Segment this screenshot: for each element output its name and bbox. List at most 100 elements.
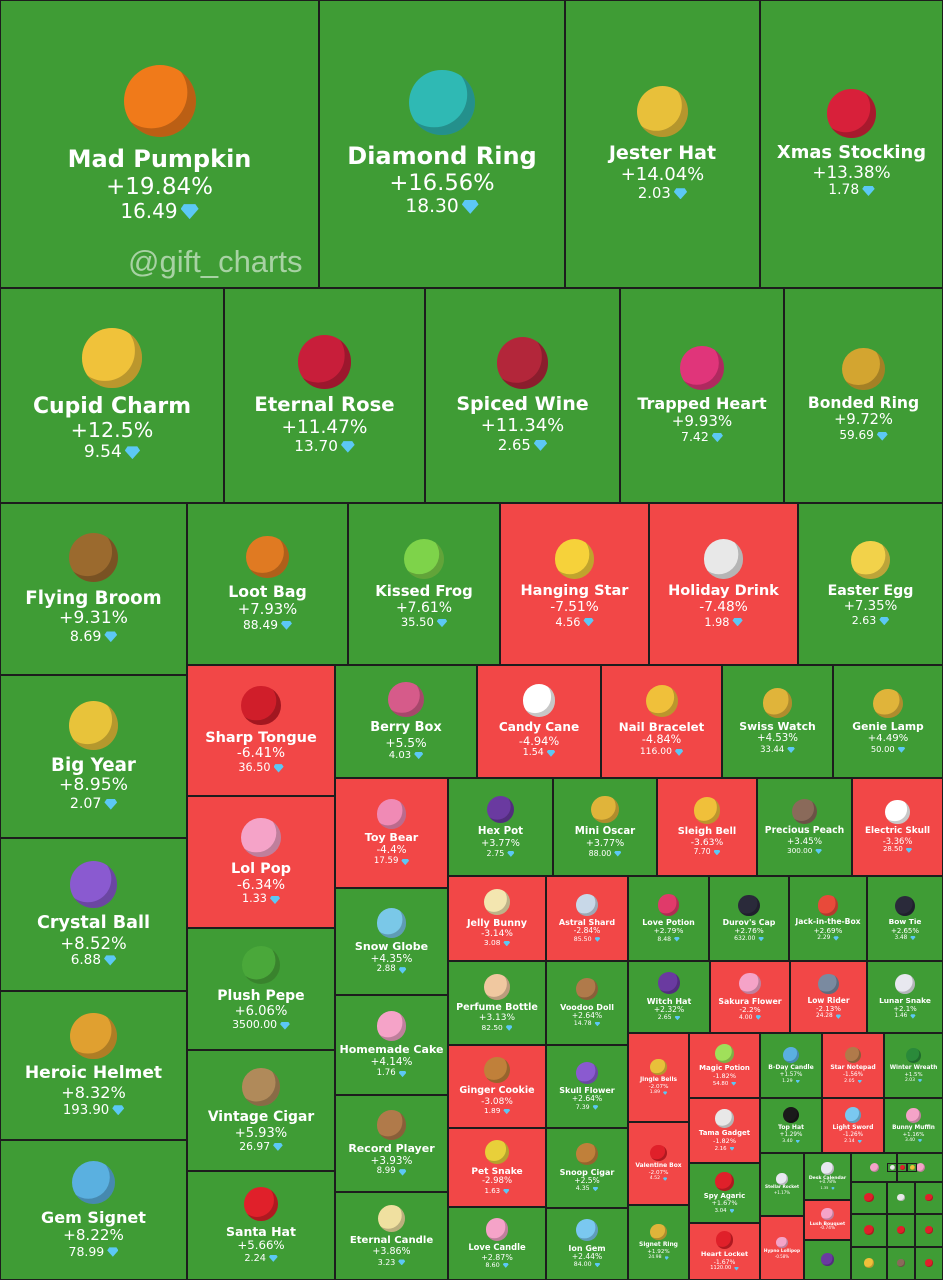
tile-candy-cane[interactable]: Candy Cane -4.94% 1.54 xyxy=(477,665,601,778)
tile-jelly-bunny[interactable]: Jelly Bunny -3.14% 3.08 xyxy=(448,876,546,961)
tile-lush-bouquet[interactable]: Lush Bouquet -0.74% xyxy=(804,1200,851,1240)
tile-love-candle[interactable]: Love Candle +2.87% 8.60 xyxy=(448,1207,546,1280)
tile-jingle-bells[interactable]: Jingle Bells -2.07% 1.89 xyxy=(628,1033,689,1122)
tile-low-rider[interactable]: Low Rider -2.13% 24.28 xyxy=(790,961,867,1033)
tile-diamond-ring[interactable]: Diamond Ring +16.56% 18.30 xyxy=(319,0,565,288)
tile-hypno-lollipop[interactable]: Hypno Lollipop -0.58% xyxy=(760,1216,804,1280)
tile-plush-pepe[interactable]: Plush Pepe +6.06% 3500.00 xyxy=(187,928,335,1050)
tile-swiss-watch[interactable]: Swiss Watch +4.53% 33.44 xyxy=(722,665,833,778)
tile-tama-gadget[interactable]: Tama Gadget -1.82% 2.16 xyxy=(689,1098,760,1163)
tile-skull-flower[interactable]: Skull Flower +2.64% 7.39 xyxy=(546,1045,628,1128)
ring-box-icon xyxy=(409,70,475,136)
tile-sleigh-bell[interactable]: Sleigh Bell -3.63% 7.70 xyxy=(657,778,757,876)
tile-sharp-tongue[interactable]: Sharp Tongue -6.41% 36.50 xyxy=(187,665,335,796)
tile-santa-hat[interactable]: Santa Hat +5.66% 2.24 xyxy=(187,1171,335,1280)
tile-mini-79[interactable] xyxy=(804,1240,851,1280)
tile-toy-bear[interactable]: Toy Bear -4.4% 17.59 xyxy=(335,778,448,888)
item-price-row: 1.29 xyxy=(782,1079,800,1084)
tile-loot-bag[interactable]: Loot Bag +7.93% 88.49 xyxy=(187,503,348,665)
tile-mini-oscar[interactable]: Mini Oscar +3.77% 88.00 xyxy=(553,778,657,876)
tile-witch-hat[interactable]: Witch Hat +2.32% 2.65 xyxy=(628,961,710,1033)
tile-mini-78[interactable] xyxy=(915,1182,943,1214)
tile-voodoo-doll[interactable]: Voodoo Doll +2.64% 14.78 xyxy=(546,961,628,1045)
item-price-row: 3.08 xyxy=(484,939,511,948)
tile-cupid-charm[interactable]: Cupid Charm +12.5% 9.54 xyxy=(0,288,224,503)
tile-mini-81[interactable] xyxy=(887,1214,915,1247)
tile-easter-egg[interactable]: Easter Egg +7.35% 2.63 xyxy=(798,503,943,665)
tile-mini-83[interactable] xyxy=(851,1247,887,1280)
tile-mini-80[interactable] xyxy=(851,1214,887,1247)
tile-desk-calendar[interactable]: Desk Calendar +0.78% 1.35 xyxy=(804,1153,851,1200)
tile-heart-locket[interactable]: Heart Locket -1.67% 1120.00 xyxy=(689,1223,760,1280)
tile-winter-wreath[interactable]: Winter Wreath +1.5% 2.03 xyxy=(884,1033,943,1098)
tile-sakura-flower[interactable]: Sakura Flower -2.2% 4.00 xyxy=(710,961,790,1033)
tile-electric-skull[interactable]: Electric Skull -3.36% 28.50 xyxy=(852,778,943,876)
tile-star-notepad[interactable]: Star Notepad -1.56% 2.05 xyxy=(822,1033,884,1098)
item-change: +3.77% xyxy=(585,838,625,850)
tile-mini-76[interactable] xyxy=(851,1182,887,1214)
tile-love-potion[interactable]: Love Potion +2.79% 8.48 xyxy=(628,876,709,961)
item-price-row: 88.49 xyxy=(243,618,292,632)
tile-bow-tie[interactable]: Bow Tie +2.65% 3.48 xyxy=(867,876,943,961)
tile-snow-globe[interactable]: Snow Globe +4.35% 2.88 xyxy=(335,888,448,995)
tile-mad-pumpkin[interactable]: Mad Pumpkin +19.84% 16.49 xyxy=(0,0,319,288)
tile-perfume-bottle[interactable]: Perfume Bottle +3.13% 82.50 xyxy=(448,961,546,1045)
diamond-icon xyxy=(503,1108,511,1115)
tile-spiced-wine[interactable]: Spiced Wine +11.34% 2.65 xyxy=(425,288,620,503)
item-name: Hanging Star xyxy=(520,582,629,600)
tile-precious-peach[interactable]: Precious Peach +3.45% 300.00 xyxy=(757,778,852,876)
tile-ginger-cookie[interactable]: Ginger Cookie -3.08% 1.89 xyxy=(448,1045,546,1128)
tile-hex-pot[interactable]: Hex Pot +3.77% 2.75 xyxy=(448,778,553,876)
sakura-icon xyxy=(739,973,761,995)
tile-mini-85[interactable] xyxy=(915,1247,943,1280)
tile-magic-potion[interactable]: Magic Potion -1.82% 54.80 xyxy=(689,1033,760,1098)
tile-ion-gem[interactable]: Ion Gem +2.44% 84.00 xyxy=(546,1208,628,1280)
tile-bonded-ring[interactable]: Bonded Ring +9.72% 59.69 xyxy=(784,288,943,503)
tile-signet-ring[interactable]: Signet Ring +1.92% 24.98 xyxy=(628,1205,689,1280)
tile-light-sword[interactable]: Light Sword -1.26% 2.14 xyxy=(822,1098,884,1153)
watch-icon xyxy=(762,688,793,718)
tile-bunny-muffin[interactable]: Bunny Muffin +1.16% 3.40 xyxy=(884,1098,943,1153)
tile-flying-broom[interactable]: Flying Broom +9.31% 8.69 xyxy=(0,503,187,675)
tile-lol-pop[interactable]: Lol Pop -6.34% 1.33 xyxy=(187,796,335,928)
item-price: 8.48 xyxy=(657,935,672,943)
tile-kissed-frog[interactable]: Kissed Frog +7.61% 35.50 xyxy=(348,503,500,665)
tile-berry-box[interactable]: Berry Box +5.5% 4.03 xyxy=(335,665,477,778)
tile-eternal-rose[interactable]: Eternal Rose +11.47% 13.70 xyxy=(224,288,425,503)
tile-genie-lamp[interactable]: Genie Lamp +4.49% 50.00 xyxy=(833,665,943,778)
tile-gem-signet[interactable]: Gem Signet +8.22% 78.99 xyxy=(0,1140,187,1280)
tile-record-player[interactable]: Record Player +3.93% 8.99 xyxy=(335,1095,448,1192)
tile-eternal-candle[interactable]: Eternal Candle +3.86% 3.23 xyxy=(335,1192,448,1280)
tile-stellar-rocket[interactable]: Stellar Rocket +1.17% xyxy=(760,1153,804,1216)
tile-mini-84[interactable] xyxy=(887,1247,915,1280)
tile-holiday-drink[interactable]: Holiday Drink -7.48% 1.98 xyxy=(649,503,798,665)
tile-astral-shard[interactable]: Astral Shard -2.84% 85.50 xyxy=(546,876,628,961)
tile-pet-snake[interactable]: Pet Snake -2.98% 1.63 xyxy=(448,1128,546,1207)
tile-jester-hat[interactable]: Jester Hat +14.04% 2.03 xyxy=(565,0,760,288)
tile-mini-77[interactable] xyxy=(887,1182,915,1214)
tile-top-hat[interactable]: Top Hat +1.29% 3.40 xyxy=(760,1098,822,1153)
tile-mini-88[interactable] xyxy=(907,1163,917,1172)
tile-durov-s-cap[interactable]: Durov's Cap +2.76% 632.00 xyxy=(709,876,789,961)
tile-trapped-heart[interactable]: Trapped Heart +9.93% 7.42 xyxy=(620,288,784,503)
tile-mini-82[interactable] xyxy=(915,1214,943,1247)
diamond-icon xyxy=(594,1021,601,1027)
tile-hanging-star[interactable]: Hanging Star -7.51% 4.56 xyxy=(500,503,649,665)
tile-spy-agaric[interactable]: Spy Agaric +1.67% 3.04 xyxy=(689,1163,760,1223)
tile-nail-bracelet[interactable]: Nail Bracelet -4.84% 116.00 xyxy=(601,665,722,778)
tile-lunar-snake[interactable]: Lunar Snake +2.1% 1.46 xyxy=(867,961,943,1033)
tile-big-year[interactable]: Big Year +8.95% 2.07 xyxy=(0,675,187,838)
tile-snoop-cigar[interactable]: Snoop Cigar +2.5% 4.35 xyxy=(546,1128,628,1208)
tile-jack-in-the-box[interactable]: Jack-in-the-Box +2.69% 2.29 xyxy=(789,876,867,961)
tile-crystal-ball[interactable]: Crystal Ball +8.52% 6.88 xyxy=(0,838,187,991)
tile-vintage-cigar[interactable]: Vintage Cigar +5.93% 26.97 xyxy=(187,1050,335,1171)
tile-b-day-candle[interactable]: B-Day Candle +1.57% 1.29 xyxy=(760,1033,822,1098)
tile-mini-86[interactable] xyxy=(887,1163,897,1172)
tile-xmas-stocking[interactable]: Xmas Stocking +13.38% 1.78 xyxy=(760,0,943,288)
tile-mini-87[interactable] xyxy=(897,1163,907,1172)
tile-heroic-helmet[interactable]: Heroic Helmet +8.32% 193.90 xyxy=(0,991,187,1140)
tile-homemade-cake[interactable]: Homemade Cake +4.14% 1.76 xyxy=(335,995,448,1095)
tile-valentine-box[interactable]: Valentine Box -2.07% 4.52 xyxy=(628,1122,689,1205)
item-change: -7.51% xyxy=(550,598,599,615)
item-price: 1.78 xyxy=(828,181,860,198)
